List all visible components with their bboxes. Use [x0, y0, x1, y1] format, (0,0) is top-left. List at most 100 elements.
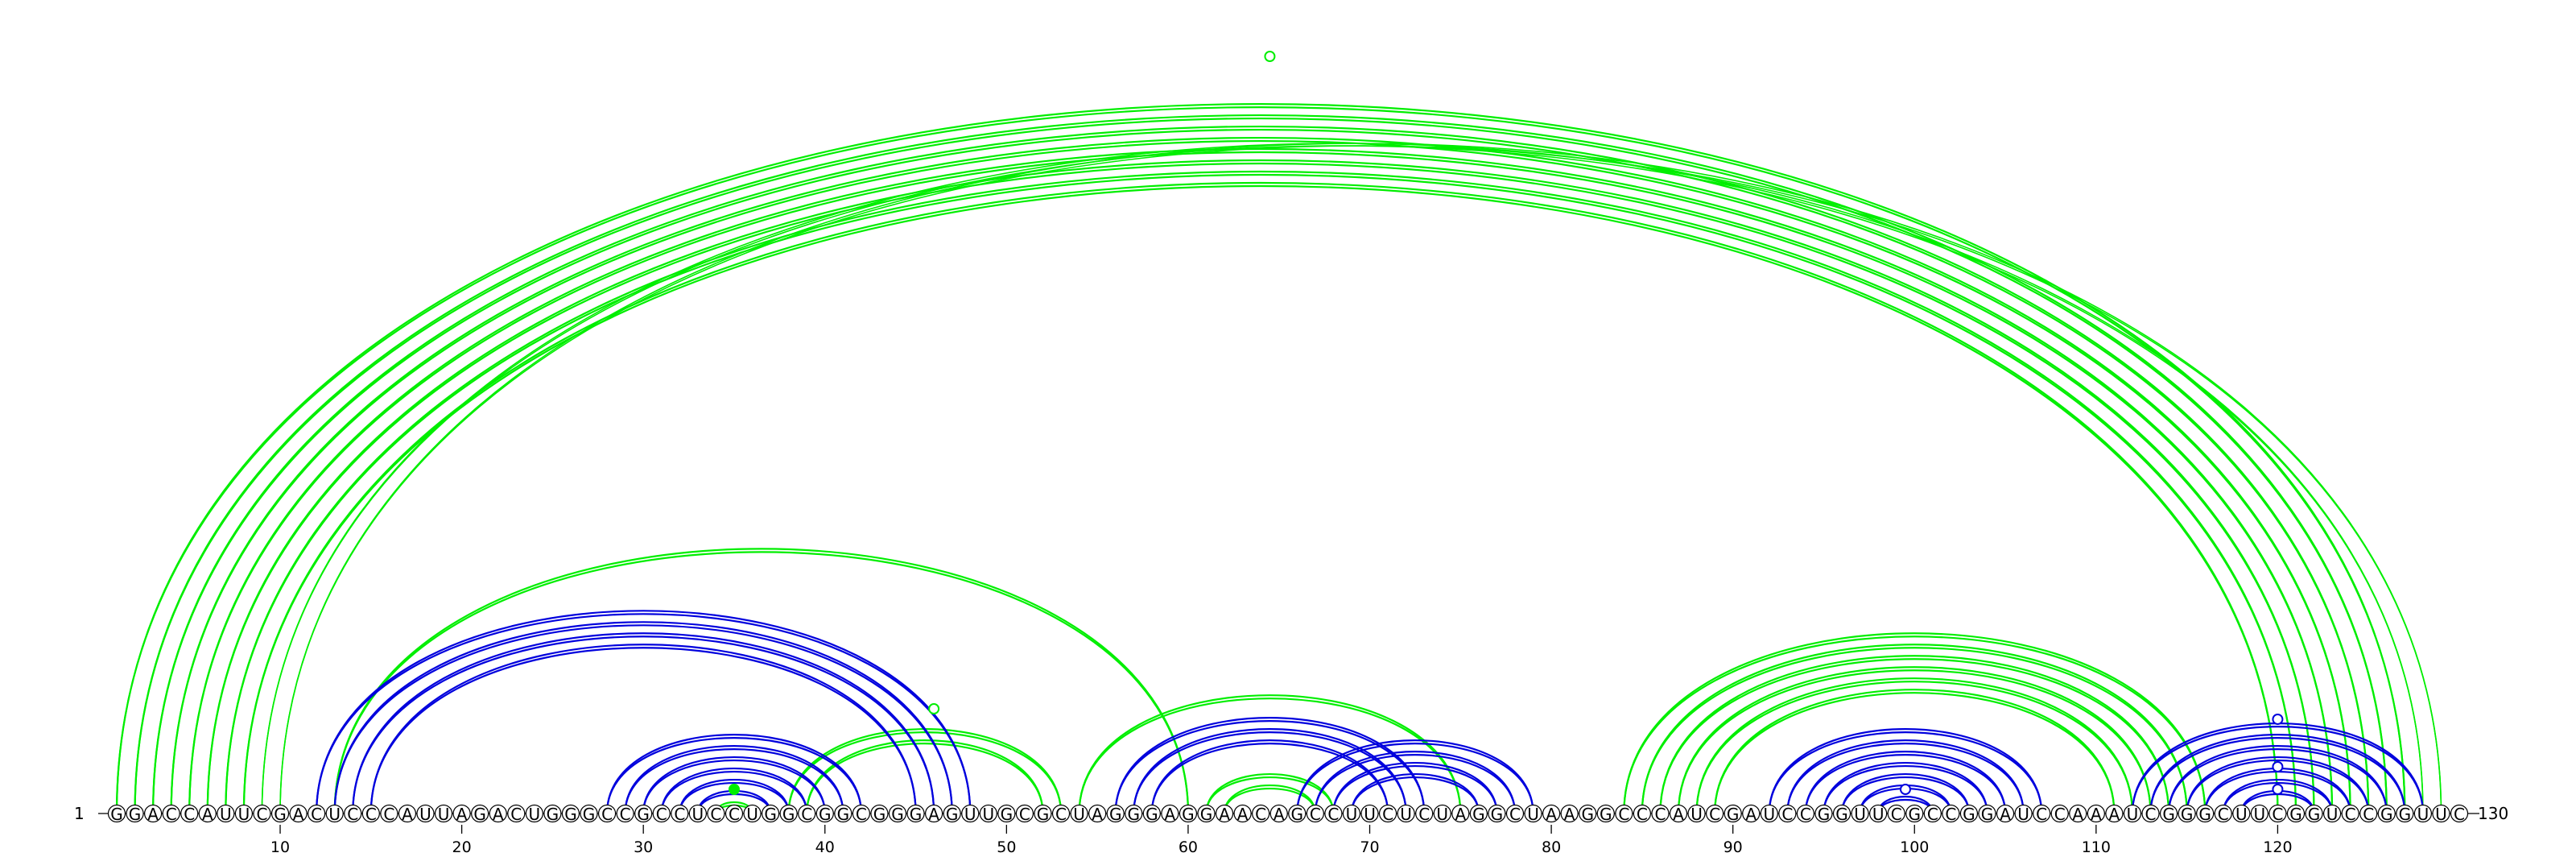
nucleotide-letter: G — [1600, 805, 1612, 824]
nucleotide-letter: U — [220, 805, 232, 824]
nucleotide: A — [926, 805, 943, 824]
nucleotide-letter: G — [1472, 805, 1485, 824]
nucleotide-letter: C — [674, 805, 685, 824]
nucleotide-letter: C — [1781, 805, 1793, 824]
nucleotide: U — [2324, 805, 2341, 824]
nucleotide: A — [2106, 805, 2123, 824]
nucleotide: A — [1670, 805, 1687, 824]
nucleotide-letter: C — [1327, 805, 1339, 824]
nucleotide: G — [1107, 805, 1124, 824]
green-base-pair-arc — [208, 164, 2314, 814]
nucleotide-letter: G — [2380, 805, 2393, 824]
green-base-pair-arc — [189, 152, 2332, 814]
nucleotide: U — [217, 805, 234, 824]
nucleotide: G — [1289, 805, 1306, 824]
green-arc-marker — [1265, 52, 1274, 61]
nucleotide-letter: C — [1927, 805, 1938, 824]
nucleotide-letter: U — [529, 805, 541, 824]
position-tick-label: 120 — [2263, 838, 2292, 856]
nucleotide-letter: A — [2000, 805, 2011, 824]
nucleotide: C — [2451, 805, 2468, 824]
nucleotide-letter: U — [746, 805, 758, 824]
nucleotide-letter: U — [419, 805, 431, 824]
green-base-pair-arc — [117, 104, 2405, 814]
nucleotide-letter: U — [1527, 805, 1539, 824]
nucleotide: C — [2142, 805, 2159, 824]
nucleotide-letter: U — [1690, 805, 1703, 824]
nucleotide-letter: A — [402, 805, 413, 824]
nucleotide-letter: C — [1618, 805, 1629, 824]
green-base-pair-arc — [171, 138, 2351, 814]
nucleotide: C — [1924, 805, 1941, 824]
nucleotide: G — [1488, 805, 1505, 824]
nucleotide: G — [109, 805, 126, 824]
nucleotide: U — [2414, 805, 2431, 824]
nucleotide: C — [1633, 805, 1650, 824]
nucleotide: A — [1543, 805, 1560, 824]
blue-arc-marker — [1901, 785, 1910, 794]
nucleotide: C — [1888, 805, 1905, 824]
blue-base-pair-arc — [1769, 732, 2041, 814]
nucleotide-letter: A — [2109, 805, 2120, 824]
nucleotide-letter: C — [1945, 805, 1956, 824]
nucleotide: G — [907, 805, 924, 824]
green-base-pair-arc — [153, 130, 2368, 814]
nucleotide: C — [2051, 805, 2068, 824]
nucleotide: G — [1597, 805, 1614, 824]
nucleotide: G — [943, 805, 960, 824]
green-arc-marker — [929, 704, 939, 714]
nucleotide: U — [235, 805, 252, 824]
nucleotide-letter: G — [2162, 805, 2175, 824]
nucleotide-letter: C — [1709, 805, 1720, 824]
nucleotide-letter: A — [1455, 805, 1466, 824]
nucleotide-letter: C — [710, 805, 721, 824]
nucleotide: A — [1216, 805, 1233, 824]
nucleotide-letter: A — [928, 805, 939, 824]
nucleotide: G — [562, 805, 579, 824]
nucleotide-letter: G — [547, 805, 559, 824]
nucleotide-letter: C — [1418, 805, 1430, 824]
nucleotide-letter: U — [964, 805, 976, 824]
nucleotide: G — [1815, 805, 1832, 824]
nucleotide-letter: U — [1400, 805, 1412, 824]
nucleotide: C — [1380, 805, 1397, 824]
nucleotide: C — [1707, 805, 1724, 824]
nucleotide-letter: G — [1909, 805, 1922, 824]
blue-arc-marker — [2273, 785, 2282, 794]
blue-base-pair-arc — [353, 636, 934, 814]
nucleotide-letter: C — [2345, 805, 2356, 824]
nucleotide-letter: G — [819, 805, 832, 824]
nucleotide-letter: U — [2417, 805, 2429, 824]
nucleotide: G — [1470, 805, 1487, 824]
nucleotide-letter: A — [1745, 805, 1757, 824]
nucleotides-layer: GGACCAUUCGACUCCCAUUAGACUGGGCCGCCUCCUGGCG… — [109, 805, 2468, 824]
nucleotide: A — [1270, 805, 1287, 824]
nucleotide: C — [2033, 805, 2050, 824]
nucleotide: U — [1761, 805, 1777, 824]
nucleotide: G — [762, 805, 779, 824]
green-arc-marker — [729, 785, 739, 794]
nucleotide: U — [1852, 805, 1868, 824]
blue-base-pair-arc — [316, 611, 970, 814]
nucleotide: C — [181, 805, 198, 824]
nucleotide-letter: G — [891, 805, 904, 824]
nucleotide: C — [163, 805, 180, 824]
nucleotide: G — [472, 805, 489, 824]
nucleotide-letter: C — [1019, 805, 1030, 824]
nucleotide: C — [1416, 805, 1433, 824]
nucleotide: A — [1561, 805, 1578, 824]
nucleotide: G — [890, 805, 906, 824]
position-tick-label: 10 — [270, 838, 290, 856]
nucleotide: C — [1616, 805, 1633, 824]
nucleotide-letter: C — [2272, 805, 2283, 824]
nucleotide-letter: C — [729, 805, 740, 824]
nucleotide-letter: G — [764, 805, 777, 824]
nucleotide: G — [1579, 805, 1596, 824]
nucleotide: U — [2251, 805, 2268, 824]
nucleotide: C — [653, 805, 670, 824]
nucleotide-letter: C — [2363, 805, 2374, 824]
nucleotide: G — [126, 805, 143, 824]
nucleotide: C — [2269, 805, 2286, 824]
sequence-end-label: 130 — [2478, 804, 2508, 823]
nucleotide-letter: C — [1310, 805, 1321, 824]
